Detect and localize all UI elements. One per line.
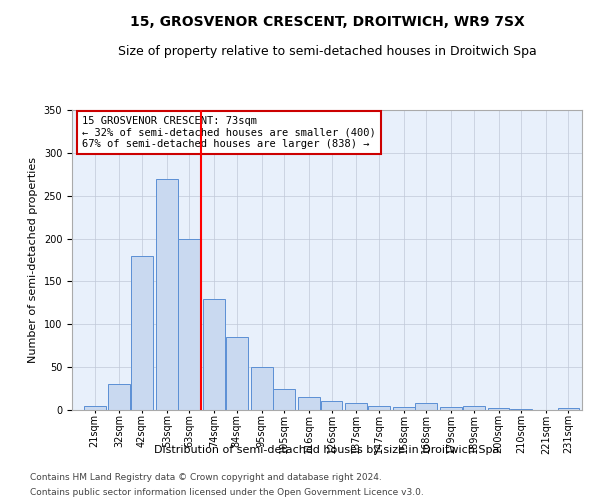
Bar <box>320 402 343 410</box>
Bar <box>226 337 248 410</box>
Text: Distribution of semi-detached houses by size in Droitwich Spa: Distribution of semi-detached houses by … <box>154 445 500 455</box>
Text: Contains HM Land Registry data © Crown copyright and database right 2024.: Contains HM Land Registry data © Crown c… <box>30 473 382 482</box>
Bar <box>109 384 130 410</box>
Y-axis label: Number of semi-detached properties: Number of semi-detached properties <box>28 157 38 363</box>
Bar <box>393 408 415 410</box>
Text: Size of property relative to semi-detached houses in Droitwich Spa: Size of property relative to semi-detach… <box>118 45 536 58</box>
Bar <box>368 406 390 410</box>
Bar <box>178 238 200 410</box>
Bar <box>440 408 462 410</box>
Bar <box>488 408 509 410</box>
Bar <box>251 367 272 410</box>
Bar <box>83 406 106 410</box>
Bar <box>131 256 153 410</box>
Bar <box>273 388 295 410</box>
Bar <box>463 406 485 410</box>
Bar <box>298 397 320 410</box>
Text: 15, GROSVENOR CRESCENT, DROITWICH, WR9 7SX: 15, GROSVENOR CRESCENT, DROITWICH, WR9 7… <box>130 15 524 29</box>
Text: 15 GROSVENOR CRESCENT: 73sqm
← 32% of semi-detached houses are smaller (400)
67%: 15 GROSVENOR CRESCENT: 73sqm ← 32% of se… <box>82 116 376 149</box>
Bar <box>557 408 580 410</box>
Bar <box>156 178 178 410</box>
Bar <box>510 409 532 410</box>
Bar <box>203 298 225 410</box>
Bar <box>346 403 367 410</box>
Text: Contains public sector information licensed under the Open Government Licence v3: Contains public sector information licen… <box>30 488 424 497</box>
Bar <box>415 403 437 410</box>
